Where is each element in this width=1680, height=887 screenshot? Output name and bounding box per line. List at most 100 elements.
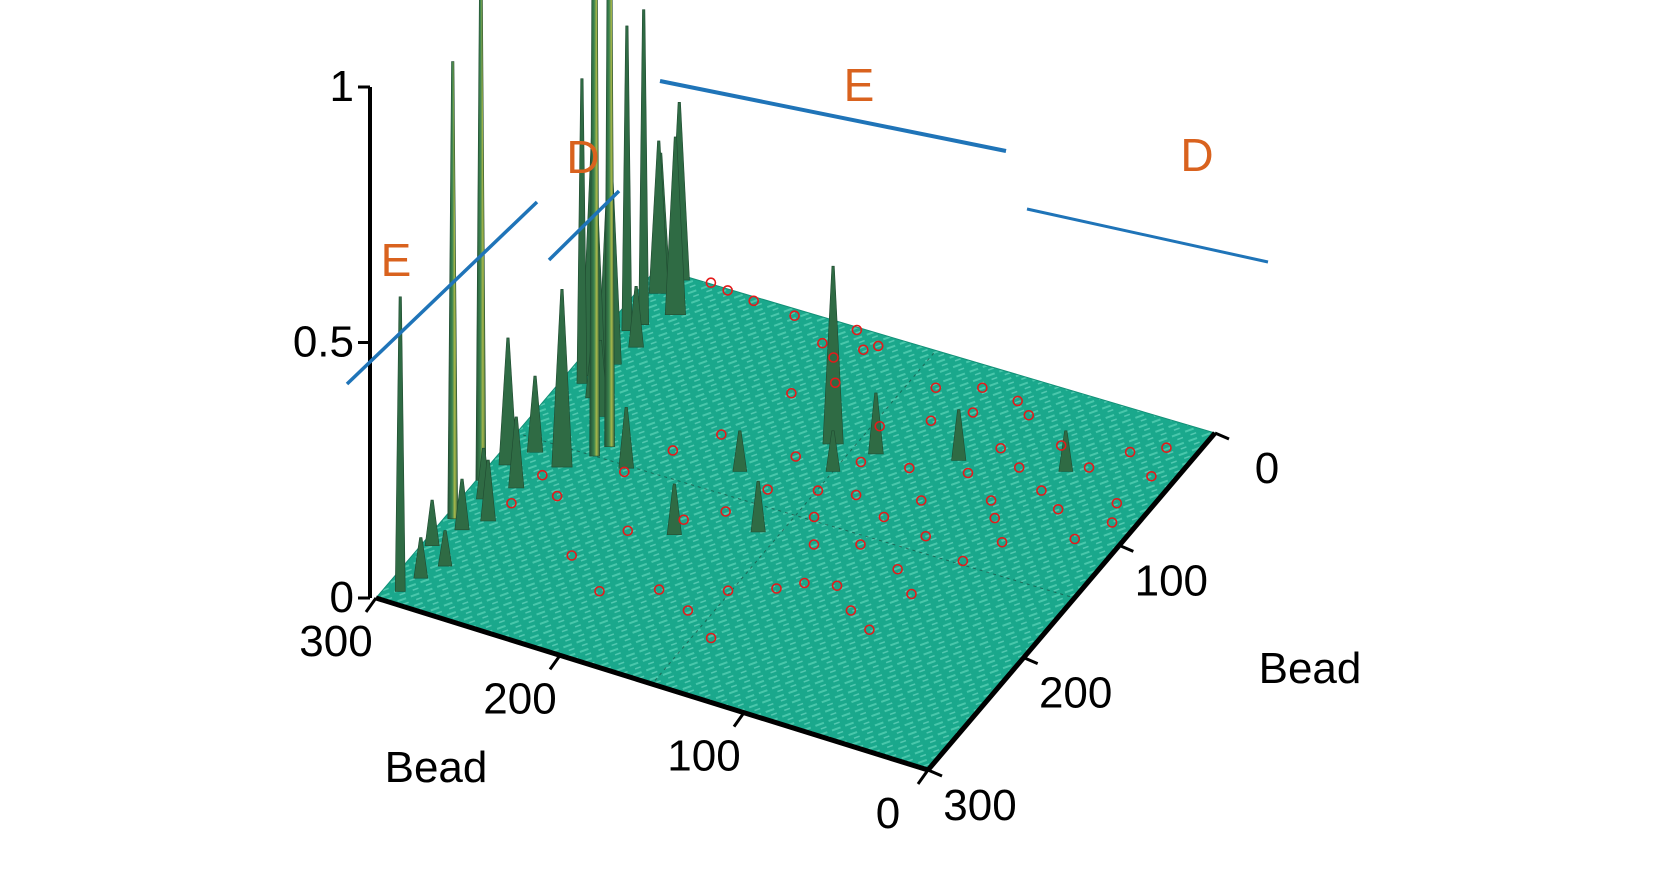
- y-axis-title: Bead: [1259, 644, 1362, 693]
- region-label-e-top: E: [844, 59, 875, 111]
- surface-midline: [516, 432, 1075, 599]
- marker-circle: [892, 563, 903, 575]
- marker-circle: [1023, 409, 1035, 421]
- y-axis-line: [926, 431, 1217, 772]
- marker-circle: [996, 536, 1008, 548]
- marker-circle: [678, 514, 690, 526]
- x-axis-line: [375, 595, 929, 773]
- marker-circle: [1069, 533, 1081, 545]
- marker-circle: [1013, 462, 1025, 473]
- marker-circle: [506, 497, 517, 509]
- marker-circle: [1146, 470, 1157, 482]
- marker-circle: [771, 583, 782, 594]
- marker-circle: [812, 485, 824, 496]
- surface-peak: [604, 0, 615, 448]
- region-label-d-left: D: [566, 131, 599, 183]
- surface-peak: [413, 537, 429, 579]
- region-annotations: E D E D: [345, 59, 1269, 386]
- y-tick-label: 300: [943, 781, 1016, 830]
- x-tick-mark: [364, 597, 378, 613]
- surface-peak: [394, 296, 406, 592]
- surface-peak: [454, 478, 470, 531]
- marker-circle: [790, 451, 802, 462]
- surface-peak: [480, 459, 496, 522]
- marker-circle: [705, 632, 717, 644]
- surface-midlines: [516, 350, 1075, 681]
- marker-circle: [720, 506, 731, 517]
- marker-circle: [1161, 442, 1172, 454]
- x-tick-label: 200: [483, 674, 556, 723]
- marker-circle: [1036, 485, 1047, 496]
- y-tick-mark: [1023, 656, 1039, 666]
- marker-circle: [989, 512, 1001, 524]
- marker-circle: [817, 337, 828, 349]
- region-line-d-right: [1026, 207, 1269, 264]
- surface-peak: [732, 430, 748, 472]
- surface-peak: [750, 480, 766, 533]
- marker-circle: [594, 585, 605, 597]
- surface-peak: [618, 406, 634, 469]
- region-label-d-right: D: [1180, 129, 1213, 181]
- marker-circle: [682, 605, 694, 616]
- y-tick-mark: [1214, 431, 1230, 441]
- y-tick-label: 200: [1039, 669, 1112, 718]
- tick-labels: 0 0.5 1 300 200 100 0 0 100 200 300: [293, 62, 1279, 838]
- x-axis-title: Bead: [385, 743, 488, 792]
- marker-circle: [967, 407, 979, 418]
- marker-circle: [551, 490, 563, 502]
- x-tick-label: 0: [876, 789, 900, 838]
- region-label-e-left: E: [381, 234, 412, 286]
- marker-circle: [962, 467, 974, 479]
- marker-circle: [619, 466, 630, 478]
- marker-circle: [930, 382, 942, 394]
- marker-circle: [957, 555, 969, 567]
- marker-circle: [855, 539, 866, 550]
- surface-peak: [551, 288, 573, 468]
- markers-layer: [506, 277, 1172, 644]
- surface-peak: [475, 0, 487, 481]
- y-tick-mark: [927, 768, 943, 778]
- y-tick-label: 0: [1255, 444, 1279, 493]
- z-tick-label: 0.5: [293, 318, 354, 367]
- surface-peak: [648, 140, 669, 294]
- surface-peak: [951, 409, 967, 461]
- marker-circle: [722, 285, 733, 296]
- marker-circle: [799, 577, 810, 589]
- marker-circle: [537, 469, 548, 481]
- marker-circle: [808, 539, 820, 550]
- marker-circle: [906, 588, 917, 600]
- marker-circle: [904, 462, 915, 474]
- marker-circle: [705, 277, 717, 289]
- surface-peak: [628, 285, 644, 348]
- surface-peak: [589, 0, 600, 457]
- marker-circle: [808, 511, 820, 523]
- marker-circle: [851, 324, 863, 336]
- marker-circle: [1106, 517, 1118, 528]
- marker-circle: [1055, 440, 1067, 451]
- marker-circle: [872, 340, 884, 352]
- marker-circle: [985, 495, 997, 506]
- region-line-d-left: [547, 189, 621, 262]
- peaks-layer: [394, 0, 1074, 592]
- z-tick-label: 0: [330, 573, 354, 622]
- x-tick-mark: [548, 654, 562, 671]
- marker-circle: [831, 580, 843, 592]
- surface-peak: [424, 499, 440, 547]
- marker-circle: [828, 352, 839, 363]
- marker-circle: [858, 344, 869, 356]
- surface-peak: [437, 530, 453, 567]
- marker-circle: [762, 484, 773, 495]
- marker-circle: [874, 420, 886, 432]
- surface-peak: [508, 416, 525, 489]
- surface-peak: [666, 483, 682, 536]
- marker-circle: [1083, 462, 1095, 473]
- x-tick-label: 100: [667, 732, 740, 781]
- y-tick-mark: [1118, 543, 1134, 553]
- x-tick-mark: [916, 769, 930, 785]
- surface-peak: [825, 430, 841, 472]
- surface-peak: [638, 9, 649, 325]
- surface-peak: [576, 78, 588, 384]
- marker-circle: [850, 489, 862, 501]
- x-tick-label: 300: [299, 617, 372, 666]
